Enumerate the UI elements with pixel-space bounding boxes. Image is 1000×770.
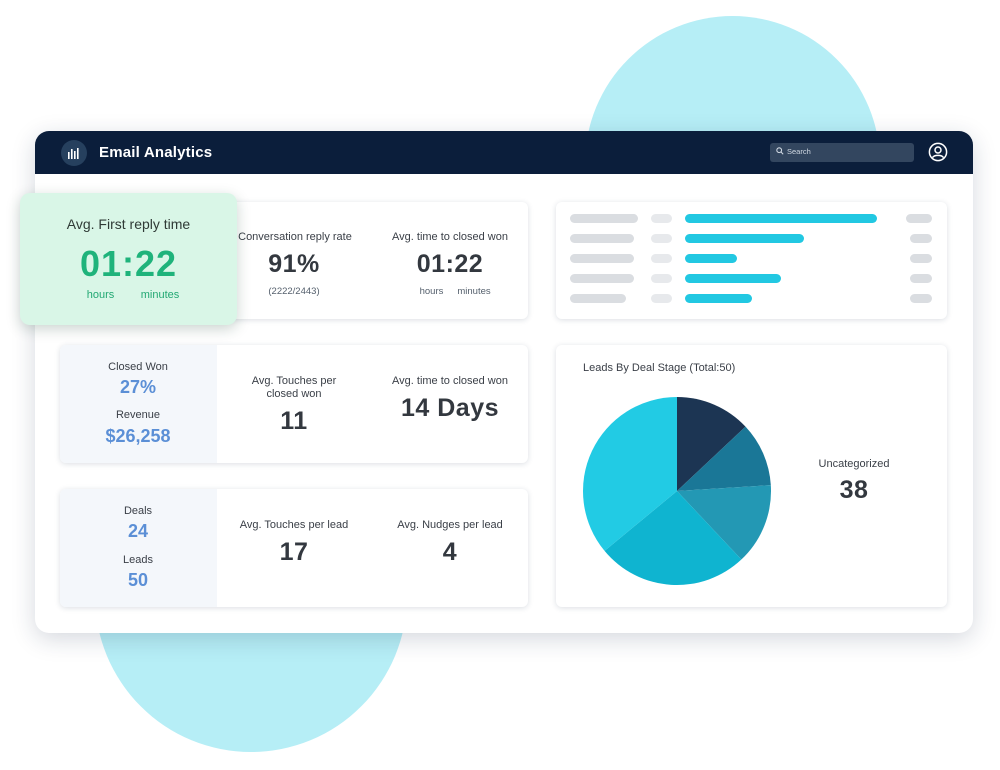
pie-slice[interactable] [677, 426, 771, 491]
hours-label: hours [419, 286, 444, 297]
search-placeholder: Search [787, 147, 811, 156]
app-title: Email Analytics [99, 144, 213, 161]
bar-row-value [910, 234, 932, 243]
uncategorized-label: Uncategorized [818, 458, 890, 470]
deals-value: 24 [127, 521, 149, 541]
bar-row-label [570, 214, 638, 223]
pie-chart [583, 397, 771, 585]
bar-row-value [906, 214, 932, 223]
bar-row-tag [651, 254, 672, 263]
closed-won-label: Closed Won [108, 361, 168, 373]
search-input[interactable]: Search [770, 143, 914, 162]
lead-stats-card: Deals 24 Leads 50 Avg. Touches per lead … [60, 489, 528, 607]
minutes-label: minutes [457, 286, 491, 297]
touches-closed-won-label-line1: Avg. Touches per [251, 375, 337, 387]
bar-row-tag [651, 234, 672, 243]
revenue-label: Revenue [115, 409, 161, 421]
bar-row-label [570, 294, 626, 303]
nudges-per-lead-label: Avg. Nudges per lead [397, 519, 503, 531]
closed-won-summary [60, 345, 217, 463]
bar [685, 214, 877, 223]
touches-closed-won-label-line2: closed won [266, 388, 322, 400]
leads-label: Leads [123, 554, 153, 566]
bar-chart-icon[interactable] [61, 140, 87, 166]
time-to-closed-value: 01:22 [416, 250, 484, 278]
bar-row-tag [651, 274, 672, 283]
reply-rate-label: Conversation reply rate [238, 231, 352, 243]
pie-slice[interactable] [604, 491, 742, 585]
revenue-value: $26,258 [105, 426, 171, 446]
pie-slice[interactable] [677, 485, 771, 560]
time-closed-won-value: 14 Days [400, 394, 500, 422]
pie-slice[interactable] [583, 397, 677, 551]
closed-won-value: 27% [119, 377, 157, 397]
pie-chart-card: Leads By Deal Stage (Total:50) Uncategor… [556, 345, 947, 607]
bar [685, 234, 804, 243]
bar-row-label [570, 234, 634, 243]
bar-row-value [910, 274, 932, 283]
bar [685, 274, 781, 283]
pie-slice[interactable] [677, 397, 746, 491]
bar-row-value [910, 254, 932, 263]
bar-list-card [556, 202, 947, 319]
uncategorized-value: 38 [839, 476, 869, 504]
first-reply-minutes: minutes [140, 289, 180, 301]
bar-row-label [570, 254, 634, 263]
top-bar: Email Analytics Search [35, 131, 973, 174]
first-reply-value: 01:22 [79, 243, 178, 284]
time-closed-won-label: Avg. time to closed won [392, 375, 508, 387]
deals-label: Deals [123, 505, 153, 517]
bar [685, 294, 752, 303]
time-to-closed-label: Avg. time to closed won [392, 231, 508, 243]
touches-per-lead-value: 17 [279, 538, 309, 566]
reply-rate-detail: (2222/2443) [268, 286, 320, 297]
bar [685, 254, 737, 263]
bar-row-value [910, 294, 932, 303]
bar-row-tag [651, 214, 672, 223]
bar-row-tag [651, 294, 672, 303]
touches-per-lead-label: Avg. Touches per lead [239, 519, 349, 531]
first-reply-label: Avg. First reply time [66, 216, 191, 232]
user-circle-icon[interactable] [928, 142, 948, 162]
reply-rate-value: 91% [268, 250, 320, 278]
nudges-per-lead-value: 4 [442, 538, 458, 566]
first-reply-hours: hours [86, 289, 115, 301]
pie-chart-title: Leads By Deal Stage (Total:50) [583, 362, 736, 374]
closed-won-card: Closed Won 27% Revenue $26,258 Avg. Touc… [60, 345, 528, 463]
bar-row-label [570, 274, 634, 283]
first-reply-time-card: Avg. First reply time 01:22 hours minute… [20, 193, 237, 325]
search-icon [776, 147, 784, 155]
leads-value: 50 [127, 570, 149, 590]
lead-summary [60, 489, 217, 607]
touches-closed-won-value: 11 [280, 407, 308, 435]
